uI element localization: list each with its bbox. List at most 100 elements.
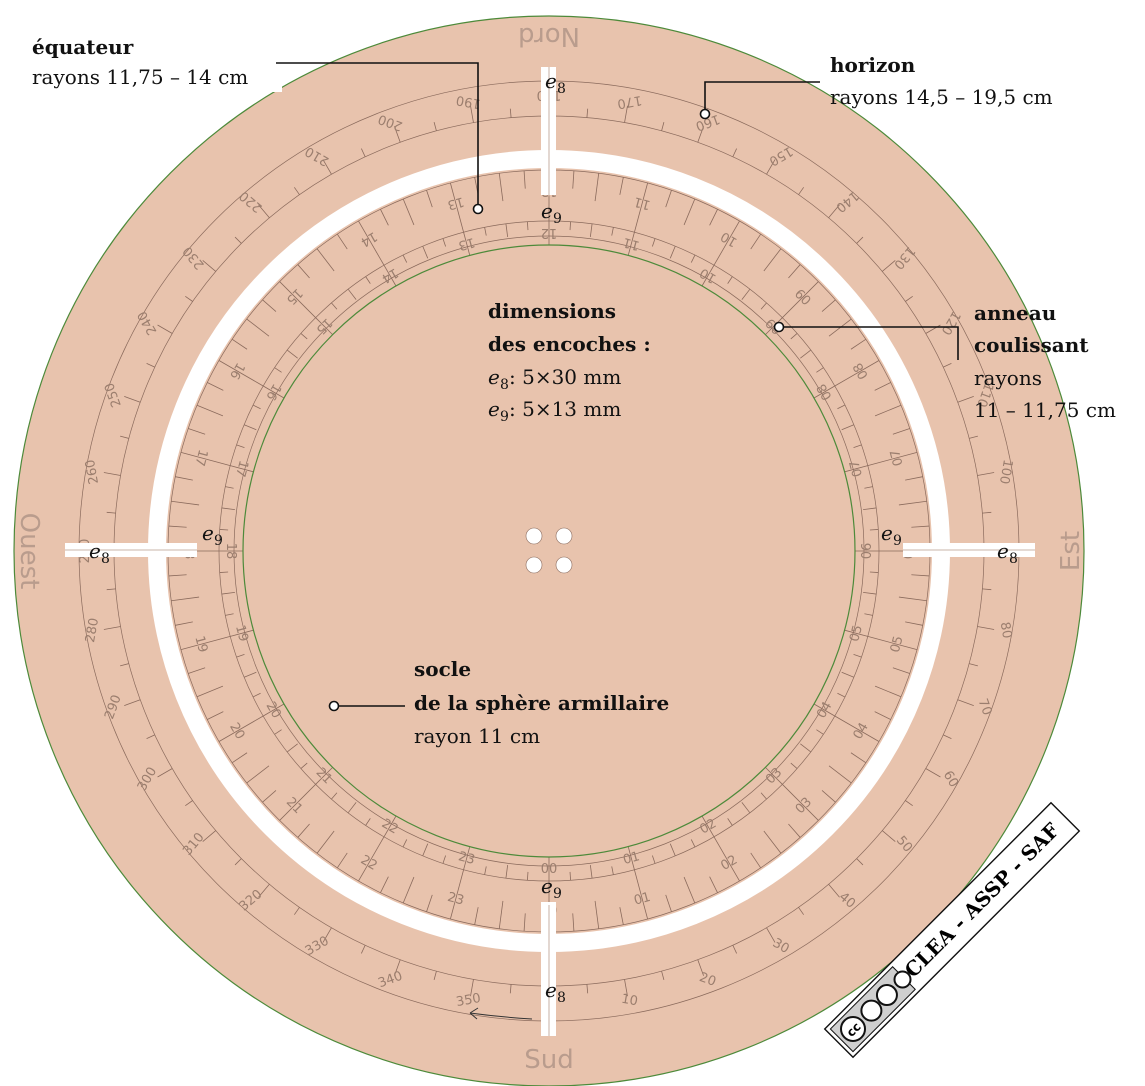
hour-tick [171,500,200,506]
slot-north-e8 [541,67,556,195]
hour-tick [782,281,819,318]
hour-tick [484,227,487,236]
hour-tick [834,360,880,387]
horizon-tick [798,187,804,195]
hour-tick [911,525,930,528]
hour-tick [286,349,298,359]
svg-text:11 – 11,75 cm: 11 – 11,75 cm [974,398,1116,422]
hour-tick [853,653,862,658]
hour-tick [196,404,224,417]
hour-tick [422,245,429,259]
horizon-tick [828,883,840,898]
horizon-tick [977,626,995,630]
hour-tick [365,818,371,826]
callout-horizon: horizon rayons 14,5 – 19,5 cm [699,53,1053,120]
hour-tick [347,288,357,300]
hour-tick [594,900,600,929]
notch-label-e9-north: e 9 [541,199,562,227]
horizon-degree-label: 260 [83,458,102,485]
hour-tick [171,596,200,602]
hour-tick [231,338,248,350]
hour-tick [867,636,918,650]
hour-label: 16 [226,360,247,382]
hour-tick [782,784,819,821]
horizon-tick [905,296,913,302]
hour-tick [297,264,310,279]
svg-text:rayons: rayons [974,366,1042,390]
center-hole [525,556,543,574]
horizon-tick [234,236,242,244]
svg-text:e: e [488,397,500,421]
horizon-tick [766,927,776,943]
hour-tick [474,907,479,925]
horizon-tick [977,472,995,476]
hour-label: 23 [446,890,466,909]
svg-text:dimensions: dimensions [488,299,616,323]
hour-tick [813,385,835,399]
hour-tick [402,876,415,904]
hour-tick [422,843,429,857]
hour-label: 02 [718,853,740,874]
hour-tick [665,190,672,208]
svg-text:e: e [541,874,553,898]
hour-label: 10 [718,228,740,249]
hour-tick [741,802,751,814]
hour-tick [863,591,877,595]
hour-tick [442,238,447,247]
hour-tick [651,238,656,247]
hour-tick [347,802,357,814]
hour-tick [788,823,801,838]
hour-tick [750,233,762,250]
horizon-tick [185,800,193,806]
horizon-tick [294,907,300,915]
hour-tick [898,596,927,602]
svg-text:e: e [541,199,553,223]
horizon-tick [433,122,437,131]
hour-tick [709,209,718,226]
hour-tick [358,220,385,266]
svg-text:9: 9 [500,409,509,425]
hour-tick [589,223,593,237]
horizon-tick [881,830,896,842]
horizon-tick [202,830,217,842]
hour-label: 14 [358,228,380,249]
equator-hour-ticks [168,170,930,932]
hour-tick [300,333,308,340]
horizon-degree-label: 190 [455,92,482,111]
hour-tick [188,667,206,674]
hour-tick [252,404,261,410]
hour-tick [230,629,254,637]
hour-tick [727,276,733,284]
hour-tick [619,177,624,195]
horizon-degree-label: 20 [697,970,718,990]
horizon-tick [856,858,864,866]
hour-tick [709,876,718,893]
hour-tick [669,245,676,259]
hour-tick [763,830,782,854]
hour-tick [619,907,624,925]
hour-tick [263,703,285,717]
hour-tick [402,254,408,263]
hour-tick [365,276,371,284]
hour-tick [246,765,270,784]
hour-tick [627,232,635,256]
horizon-tick [732,945,738,954]
horizon-degree-label: 30 [770,936,792,957]
hour-label: 04 [814,699,835,721]
hour-tick [383,265,397,287]
svg-text:9: 9 [553,211,562,227]
horizon-tick [925,768,941,778]
notch-label-e8-north: e 8 [545,69,566,97]
horizon-tick [661,122,665,131]
hour-tick [874,382,891,391]
hour-tick [853,444,862,449]
hour-tick [760,792,767,800]
svg-text:rayons 11,75 – 14 cm: rayons 11,75 – 14 cm [32,65,248,89]
callout-equateur: équateur rayons 11,75 – 14 cm [0,30,484,215]
hour-tick [572,170,575,189]
hour-tick [892,667,910,674]
hour-tick [611,227,614,236]
cardinal-west: Ouest [14,513,44,590]
hour-tick [611,866,614,875]
hour-tick [527,871,529,881]
